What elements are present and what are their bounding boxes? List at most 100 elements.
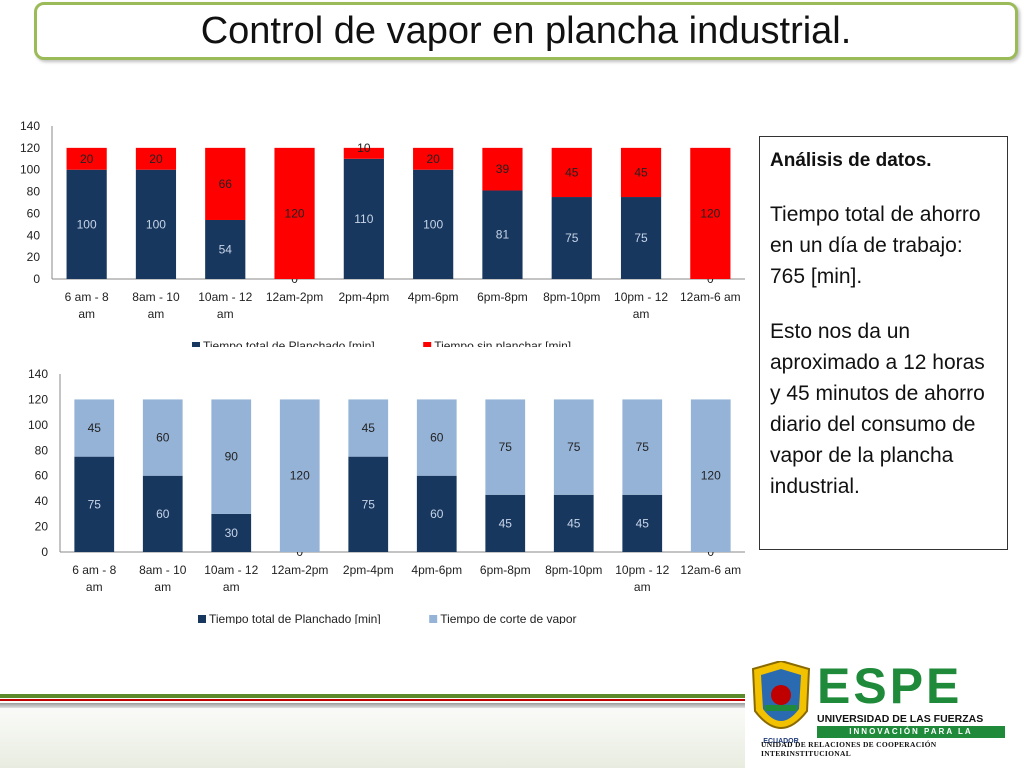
chart1-legend-1: Tiempo total de Planchado [min] xyxy=(203,339,375,347)
chart2-label-2-4: 120 xyxy=(290,469,310,483)
chart2-bar-2-1 xyxy=(74,399,115,457)
chart1-bar-2-9 xyxy=(620,147,662,198)
chart1-label-2-7: 39 xyxy=(496,162,510,176)
chart1-label-1-2: 100 xyxy=(146,217,166,231)
stripe-green xyxy=(0,694,745,698)
chart1-bar-1-9 xyxy=(620,197,662,279)
chart1-category-8: 8pm-10pm xyxy=(543,290,600,304)
chart2-bar-1-6 xyxy=(416,475,457,552)
chart1-label-2-5: 10 xyxy=(357,141,371,155)
chart2-label-1-2: 60 xyxy=(156,507,170,521)
chart1-bar-1-6 xyxy=(413,169,454,279)
chart1-bar-1-1 xyxy=(66,169,107,279)
chart1-ytick-60: 60 xyxy=(27,206,41,220)
chart1-bar-2-10 xyxy=(690,147,731,279)
chart1-legend-2: Tiempo sin planchar [min] xyxy=(434,339,571,347)
analysis-box: Análisis de datos. Tiempo total de ahorr… xyxy=(759,136,1008,550)
chart-bottom: 0 20 40 60 80 100 120 140 75 45 6 am - 8 am 60 60 8am … xyxy=(28,367,745,624)
chart1-category-10: 12am-6 am xyxy=(680,290,741,304)
chart1-ytick-0: 0 xyxy=(33,272,40,286)
chart2-label-1-3: 30 xyxy=(225,526,239,540)
chart1-bar-2-4 xyxy=(274,147,315,279)
chart2-label-2-5: 45 xyxy=(362,421,376,435)
chart1-label-1-5: 110 xyxy=(354,212,373,226)
page-title: Control de vapor en plancha industrial. xyxy=(200,9,852,52)
chart2-bar-2-6 xyxy=(416,399,457,476)
chart2-label-1-1: 75 xyxy=(88,497,102,511)
university-seal-icon: ECUADOR xyxy=(751,661,811,745)
chart2-ytick-120: 120 xyxy=(28,392,48,406)
analysis-paragraph-2: Esto nos da un aproximado a 12 horas y 4… xyxy=(770,320,985,498)
chart1-label-1-1: 100 xyxy=(77,217,97,231)
chart2-category-6: 4pm-6pm xyxy=(411,563,462,577)
chart1-label-1-3: 54 xyxy=(219,242,233,256)
title-box: Control de vapor en plancha industrial. xyxy=(34,2,1018,60)
stripe-gray xyxy=(0,703,745,708)
chart2-bar-2-9 xyxy=(622,399,663,495)
chart1-label-1-8: 75 xyxy=(565,231,579,245)
chart2-label-2-1: 45 xyxy=(88,421,102,435)
chart2-bar-2-3 xyxy=(211,399,252,514)
chart2-category-4: 12am-2pm xyxy=(271,563,328,577)
chart2-bar-2-5 xyxy=(348,399,389,457)
chart1-bar-2-3 xyxy=(205,147,246,220)
chart1-bar-2-6 xyxy=(413,147,454,170)
chart1-ytick-40: 40 xyxy=(27,228,41,242)
chart2-category-2: 8am - 10 am xyxy=(139,563,187,594)
chart1-bar-1-5 xyxy=(343,158,384,279)
chart2-category-9: 10pm - 12 am xyxy=(615,563,669,594)
chart2-bar-1-3 xyxy=(211,513,252,552)
chart1-bar-1-8 xyxy=(551,197,592,279)
chart1-ytick-80: 80 xyxy=(27,185,41,199)
chart2-ytick-40: 40 xyxy=(35,494,49,508)
chart2-label-2-3: 90 xyxy=(225,450,239,464)
chart2-label-1-9: 45 xyxy=(636,516,650,530)
chart2-label-2-9: 75 xyxy=(636,440,650,454)
chart2-legend-swatch-1 xyxy=(198,615,206,623)
chart2-bar-1-8 xyxy=(553,494,594,552)
chart2-ytick-60: 60 xyxy=(35,469,49,483)
chart2-bar-2-2 xyxy=(142,399,183,476)
chart1-bar-1-7 xyxy=(482,190,523,279)
chart1-label-1-9: 75 xyxy=(634,231,648,245)
chart2-category-3: 10am - 12 am xyxy=(204,563,258,594)
chart2-category-1: 6 am - 8 am xyxy=(72,563,116,594)
chart2-bar-2-4 xyxy=(279,399,320,552)
chart1-category-6: 4pm-6pm xyxy=(408,290,459,304)
chart1-ytick-140: 140 xyxy=(20,119,40,133)
chart2-label-1-6: 60 xyxy=(430,507,444,521)
chart2-legend-1: Tiempo total de Planchado [min] xyxy=(209,612,381,624)
chart2-category-5: 2pm-4pm xyxy=(343,563,394,577)
analysis-heading: Análisis de datos. xyxy=(770,150,932,171)
chart1-bar-2-7 xyxy=(482,147,523,191)
chart1-label-1-6: 100 xyxy=(423,217,443,231)
chart1-label-2-9: 45 xyxy=(634,165,648,179)
chart1-label-1-7: 81 xyxy=(496,228,510,242)
chart1-bar-2-8 xyxy=(551,147,592,198)
chart1-category-9: 10pm - 12 am xyxy=(614,290,668,321)
unit-name: UNIDAD DE RELACIONES DE COOPERACIÓN INTE… xyxy=(761,740,937,758)
chart2-bar-1-2 xyxy=(142,475,183,552)
chart2-ytick-80: 80 xyxy=(35,443,49,457)
chart2-label-2-8: 75 xyxy=(567,440,581,454)
chart1-bar-2-5 xyxy=(343,147,384,159)
chart2-ytick-20: 20 xyxy=(35,520,49,534)
chart2-label-1-8: 45 xyxy=(567,516,581,530)
chart1-ytick-100: 100 xyxy=(20,163,40,177)
chart1-category-3: 10am - 12 am xyxy=(198,290,252,321)
chart1-category-7: 6pm-8pm xyxy=(477,290,528,304)
chart1-bar-2-1 xyxy=(66,147,107,170)
chart2-label-2-6: 60 xyxy=(430,431,444,445)
chart2-category-8: 8pm-10pm xyxy=(545,563,602,577)
chart1-label-2-10: 120 xyxy=(700,206,720,220)
analysis-paragraph-1: Tiempo total de ahorro en un día de trab… xyxy=(770,203,981,288)
chart1-label-2-6: 20 xyxy=(426,152,440,166)
chart2-legend-2: Tiempo de corte de vapor xyxy=(440,612,576,624)
chart2-label-1-7: 45 xyxy=(499,516,513,530)
chart1-ytick-20: 20 xyxy=(27,250,41,264)
university-motto: INNOVACIÓN PARA LA EXCELENCIA xyxy=(817,726,1005,748)
chart1-label-2-4: 120 xyxy=(285,206,305,220)
chart1-category-2: 8am - 10 am xyxy=(132,290,180,321)
chart2-bar-2-8 xyxy=(553,399,594,495)
chart2-ytick-0: 0 xyxy=(41,545,48,559)
